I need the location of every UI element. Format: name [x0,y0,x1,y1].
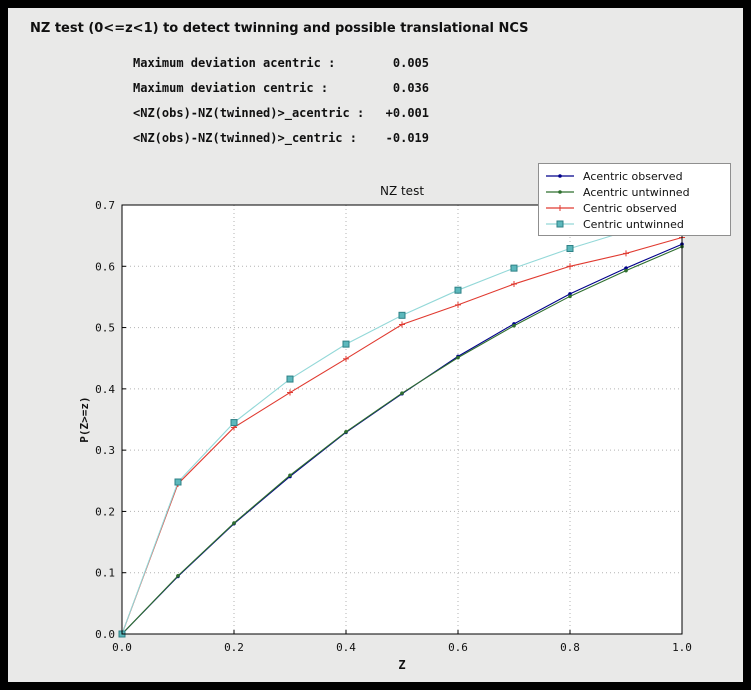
legend-label: Centric untwinned [583,217,684,231]
stat-value: +0.001 [385,105,429,120]
stat-label: Maximum deviation centric : [133,80,329,95]
stats-block: Maximum deviation acentric : 0.005 Maxim… [133,50,429,150]
stat-value: 0.036 [392,80,429,95]
svg-text:0.6: 0.6 [95,260,115,273]
page-title: NZ test (0<=z<1) to detect twinning and … [30,21,529,36]
svg-text:0.1: 0.1 [95,567,115,580]
svg-text:0.6: 0.6 [448,641,468,654]
svg-text:Z: Z [398,658,405,672]
svg-text:1.0: 1.0 [672,641,692,654]
legend-label: Acentric observed [583,169,683,183]
legend-item-centric-observed: Centric observed [545,200,724,216]
svg-text:0.8: 0.8 [560,641,580,654]
stat-value: -0.019 [385,130,429,145]
stat-label: <NZ(obs)-NZ(twinned)>_centric : [133,130,357,145]
svg-text:0.4: 0.4 [336,641,356,654]
stat-value: 0.005 [392,55,429,70]
nz-test-chart: 0.0 0.2 0.4 0.6 0.8 1.0 0.0 0.1 0.2 0.3 0.4 0.5 0.6 0… [78,184,692,672]
line-sample-icon [546,205,574,211]
legend-item-centric-untwinned: Centric untwinned [545,216,724,232]
legend-label: Centric observed [583,201,677,215]
legend-label: Acentric untwinned [583,185,690,199]
line-sample-icon [546,174,574,178]
svg-text:0.5: 0.5 [95,322,115,335]
svg-text:0.3: 0.3 [95,444,115,457]
svg-text:0.7: 0.7 [95,199,115,212]
stat-row-nz-diff-acentric: <NZ(obs)-NZ(twinned)>_acentric : +0.001 [133,100,429,125]
legend-item-acentric-untwinned: Acentric untwinned [545,184,724,200]
plot-window: NZ test (0<=z<1) to detect twinning and … [8,8,743,682]
stat-row-max-dev-acentric: Maximum deviation acentric : 0.005 [133,50,429,75]
stat-label: <NZ(obs)-NZ(twinned)>_acentric : [133,105,365,120]
stat-row-max-dev-centric: Maximum deviation centric : 0.036 [133,75,429,100]
line-sample-icon [546,220,574,228]
svg-text:0.4: 0.4 [95,383,115,396]
stat-row-nz-diff-centric: <NZ(obs)-NZ(twinned)>_centric : -0.019 [133,125,429,150]
legend-item-acentric-observed: Acentric observed [545,168,724,184]
svg-text:P(Z>=z): P(Z>=z) [78,396,91,442]
svg-text:0.2: 0.2 [224,641,244,654]
chart-legend: Acentric observed Acentric untwinned Cen… [538,163,731,236]
line-sample-icon [546,190,574,194]
svg-text:NZ test: NZ test [380,184,424,198]
stat-label: Maximum deviation acentric : [133,55,336,70]
svg-text:0.0: 0.0 [112,641,132,654]
svg-text:0.0: 0.0 [95,628,115,641]
svg-text:0.2: 0.2 [95,505,115,518]
